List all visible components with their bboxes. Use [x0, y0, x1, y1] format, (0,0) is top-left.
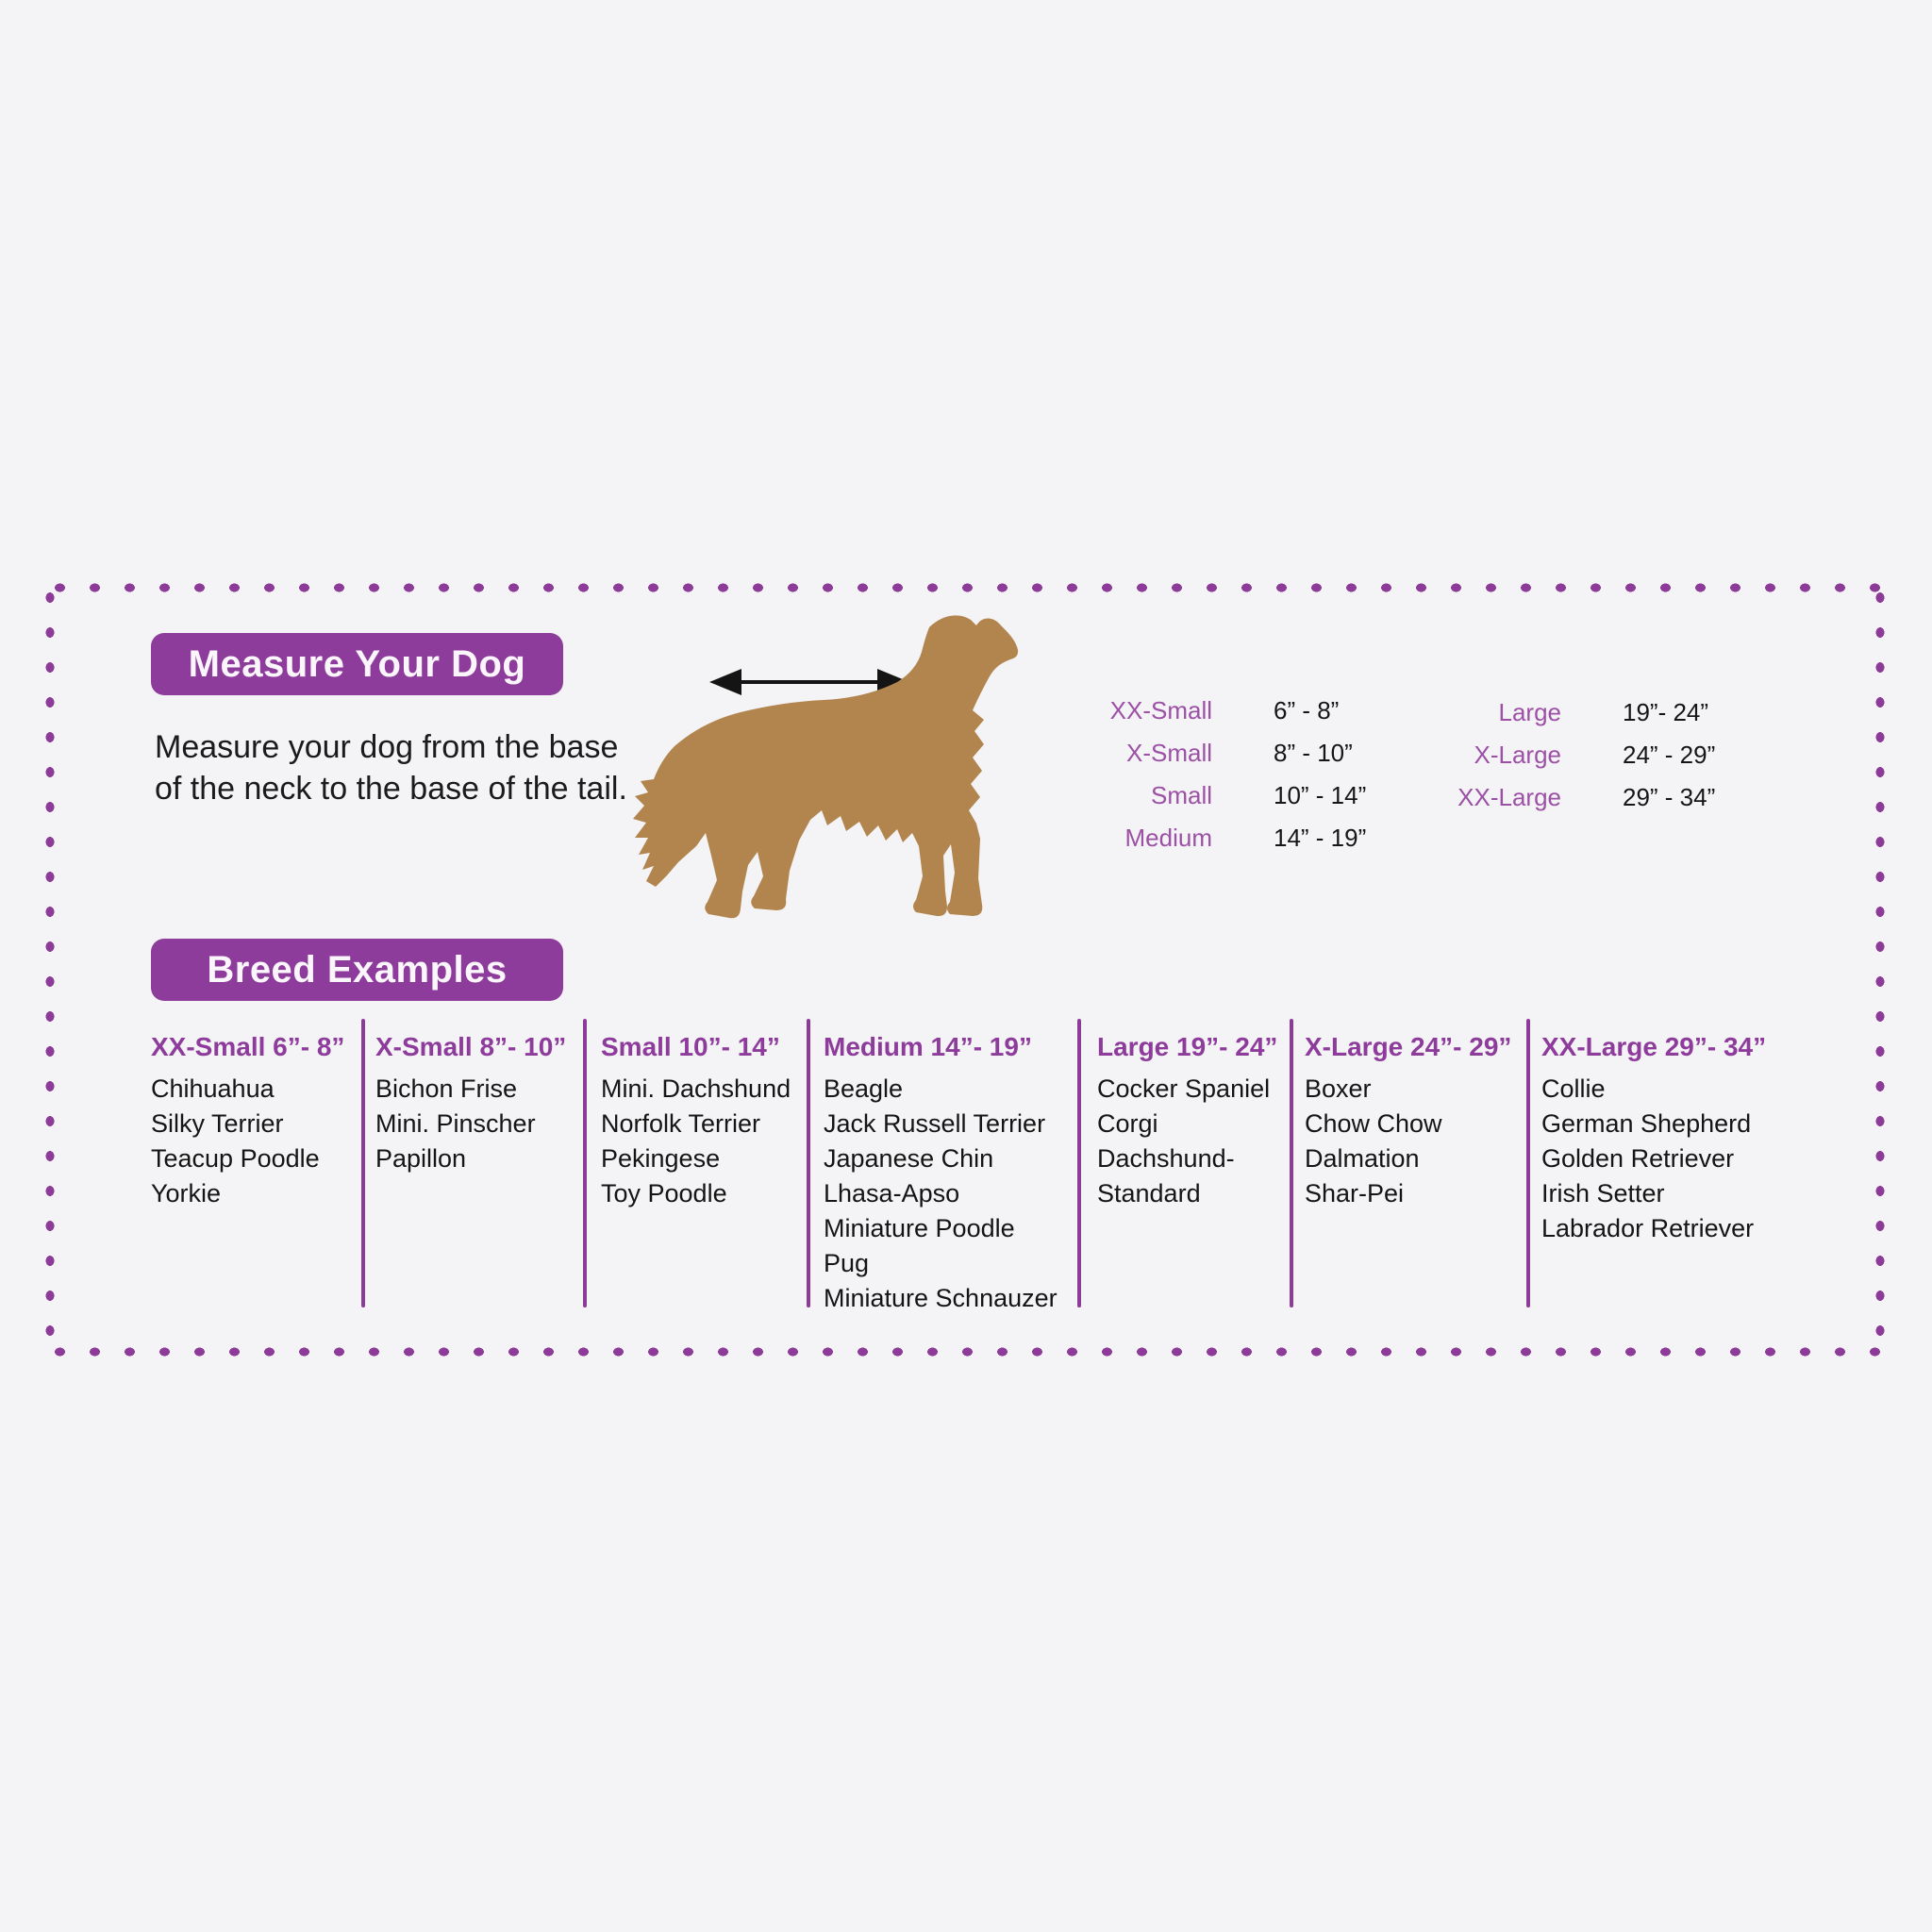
column-divider — [1526, 1019, 1530, 1307]
size-range: 19”- 24” — [1623, 698, 1709, 726]
breed-item: Teacup Poodle — [151, 1144, 320, 1173]
column-divider — [807, 1019, 810, 1307]
breed-column-header: X-Small 8”- 10” — [375, 1032, 567, 1061]
breed-column-header: XX-Large 29”- 34” — [1541, 1032, 1767, 1061]
breed-item: Corgi — [1097, 1109, 1158, 1138]
breed-column-header: XX-Small 6”- 8” — [151, 1032, 345, 1061]
dotted-border-top — [42, 580, 1888, 595]
breed-examples-title: Breed Examples — [207, 948, 508, 991]
column-divider — [361, 1019, 365, 1307]
breed-item: Mini. Pinscher — [375, 1109, 536, 1138]
breed-column-large: Large 19”- 24” Cocker Spaniel Corgi Dach… — [1097, 1030, 1277, 1211]
breed-item: Jack Russell Terrier — [824, 1109, 1046, 1138]
size-label: Small — [1150, 781, 1212, 809]
size-label: XX-Large — [1457, 783, 1561, 811]
breed-column-small: Small 10”- 14” Mini. Dachshund Norfolk T… — [601, 1030, 791, 1211]
breed-column-x-small: X-Small 8”- 10” Bichon Frise Mini. Pinsc… — [375, 1030, 566, 1176]
size-row: X-Large 24” - 29” — [1349, 734, 1716, 776]
breed-item: Miniature Schnauzer — [824, 1284, 1058, 1312]
breed-item: Collie — [1541, 1074, 1606, 1103]
size-range: 29” - 34” — [1623, 783, 1716, 811]
breed-column-medium: Medium 14”- 19” Beagle Jack Russell Terr… — [824, 1030, 1058, 1316]
size-range: 14” - 19” — [1274, 824, 1367, 852]
breed-examples-header: Breed Examples — [151, 939, 563, 1001]
size-label: Large — [1498, 698, 1562, 726]
breed-item: Labrador Retriever — [1541, 1214, 1755, 1242]
dotted-border-left — [42, 580, 58, 1359]
breed-item: Shar-Pei — [1305, 1179, 1405, 1208]
breed-column-header: Large 19”- 24” — [1097, 1032, 1278, 1061]
breed-column-xx-large: XX-Large 29”- 34” Collie German Shepherd… — [1541, 1030, 1766, 1246]
breed-item: Pekingese — [601, 1144, 721, 1173]
breed-item: Golden Retriever — [1541, 1144, 1735, 1173]
breed-item: Mini. Dachshund — [601, 1074, 791, 1103]
breed-item: Lhasa-Apso — [824, 1179, 960, 1208]
breed-column-header: X-Large 24”- 29” — [1305, 1032, 1512, 1061]
dog-silhouette-icon — [633, 615, 1019, 919]
size-row: Medium 14” - 19” — [1000, 817, 1367, 859]
size-row: XX-Small 6” - 8” — [1000, 690, 1366, 732]
breed-item: Beagle — [824, 1074, 904, 1103]
breed-item: Chow Chow — [1305, 1109, 1442, 1138]
breed-item: Boxer — [1305, 1074, 1372, 1103]
breed-item: Dalmation — [1305, 1144, 1420, 1173]
breed-item: Dachshund- — [1097, 1144, 1235, 1173]
breed-item: Bichon Frise — [375, 1074, 518, 1103]
breed-item: Standard — [1097, 1179, 1201, 1208]
measure-instructions-line1: Measure your dog from the base — [155, 729, 619, 765]
breed-item: Miniature Poodle — [824, 1214, 1015, 1242]
breed-item: German Shepherd — [1541, 1109, 1752, 1138]
breed-item: Chihuahua — [151, 1074, 275, 1103]
breed-item: Yorkie — [151, 1179, 222, 1208]
breed-column-xx-small: XX-Small 6”- 8” Chihuahua Silky Terrier … — [151, 1030, 344, 1211]
column-divider — [583, 1019, 587, 1307]
breed-column-header: Small 10”- 14” — [601, 1032, 780, 1061]
breed-column-header: Medium 14”- 19” — [824, 1032, 1032, 1061]
size-label: XX-Small — [1109, 696, 1212, 724]
breed-item: Silky Terrier — [151, 1109, 284, 1138]
size-label: X-Large — [1474, 741, 1562, 769]
breed-item: Pug — [824, 1249, 870, 1277]
dotted-border-bottom — [42, 1344, 1888, 1359]
breed-item: Toy Poodle — [601, 1179, 727, 1208]
breed-item: Japanese Chin — [824, 1144, 994, 1173]
breed-item: Irish Setter — [1541, 1179, 1665, 1208]
size-range: 8” - 10” — [1274, 739, 1353, 767]
dotted-border-right — [1873, 580, 1888, 1359]
size-row: XX-Large 29” - 34” — [1349, 776, 1715, 819]
size-row: X-Small 8” - 10” — [1000, 732, 1366, 774]
measure-instructions: Measure your dog from the base of the ne… — [155, 726, 627, 809]
size-label: X-Small — [1125, 739, 1212, 767]
size-range: 24” - 29” — [1623, 741, 1716, 769]
size-range: 6” - 8” — [1274, 696, 1340, 724]
breed-item: Norfolk Terrier — [601, 1109, 761, 1138]
size-table-left: XX-Small 6” - 8” X-Small 8” - 10” Small … — [1000, 690, 1367, 859]
size-label: Medium — [1124, 824, 1212, 852]
breed-item: Cocker Spaniel — [1097, 1074, 1271, 1103]
measure-instructions-line2: of the neck to the base of the tail. — [155, 771, 627, 807]
column-divider — [1077, 1019, 1081, 1307]
breed-item: Papillon — [375, 1144, 467, 1173]
size-table-right: Large 19”- 24” X-Large 24” - 29” XX-Larg… — [1349, 691, 1715, 819]
measure-your-dog-title: Measure Your Dog — [188, 642, 526, 685]
measure-your-dog-header: Measure Your Dog — [151, 633, 563, 695]
breed-column-x-large: X-Large 24”- 29” Boxer Chow Chow Dalmati… — [1305, 1030, 1511, 1211]
size-range: 10” - 14” — [1274, 781, 1367, 809]
column-divider — [1290, 1019, 1293, 1307]
size-row: Small 10” - 14” — [1000, 774, 1366, 817]
size-row: Large 19”- 24” — [1349, 691, 1715, 734]
